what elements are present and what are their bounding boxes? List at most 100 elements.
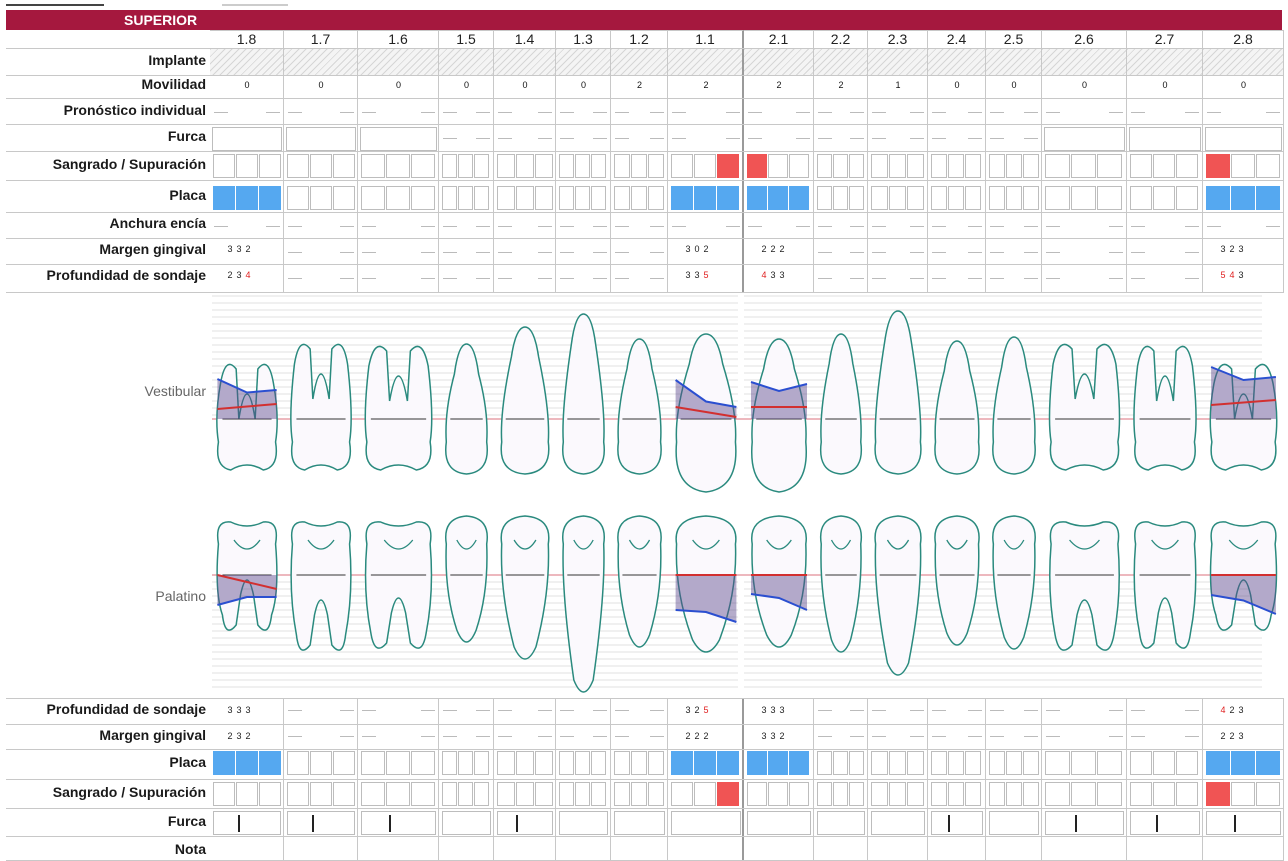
- placa-box[interactable]: [474, 751, 489, 775]
- sangrado-box[interactable]: [310, 782, 332, 806]
- sangrado-box[interactable]: [1231, 154, 1255, 178]
- implante-cell[interactable]: [928, 49, 986, 75]
- sangrado-box[interactable]: [768, 154, 788, 178]
- placa-box[interactable]: [1097, 186, 1122, 210]
- placa-box[interactable]: [694, 751, 716, 775]
- sangrado-box[interactable]: [575, 154, 590, 178]
- sangrado-box[interactable]: [889, 782, 906, 806]
- placa-box[interactable]: [648, 186, 664, 210]
- sangrado-box[interactable]: [1256, 154, 1280, 178]
- movilidad-value[interactable]: 0: [1011, 80, 1017, 90]
- sangrado-box[interactable]: [614, 154, 630, 178]
- sangrado-box[interactable]: [889, 154, 906, 178]
- placa-box[interactable]: [1071, 751, 1096, 775]
- sangrado-box[interactable]: [411, 154, 435, 178]
- sangrado-box[interactable]: [361, 154, 385, 178]
- sangrado-box[interactable]: [931, 154, 947, 178]
- movilidad-value[interactable]: 0: [1081, 80, 1087, 90]
- tooth-number-2.3[interactable]: 2.3: [868, 30, 928, 48]
- furca-top-box[interactable]: [286, 127, 356, 151]
- placa-box[interactable]: [442, 186, 457, 210]
- sangrado-box[interactable]: [871, 154, 888, 178]
- placa-box[interactable]: [497, 751, 515, 775]
- sangrado-box[interactable]: [535, 782, 553, 806]
- sangrado-box[interactable]: [333, 782, 355, 806]
- implante-cell[interactable]: [1127, 49, 1203, 75]
- implante-cell[interactable]: [611, 49, 668, 75]
- placa-box[interactable]: [817, 751, 832, 775]
- tooth-number-1.1[interactable]: 1.1: [668, 30, 744, 48]
- placa-box[interactable]: [965, 186, 981, 210]
- sangrado-box[interactable]: [948, 782, 964, 806]
- placa-box[interactable]: [871, 751, 888, 775]
- placa-box[interactable]: [411, 751, 435, 775]
- furca-top-box[interactable]: [1205, 127, 1282, 151]
- placa-box[interactable]: [717, 186, 739, 210]
- implante-cell[interactable]: [744, 49, 814, 75]
- sangrado-box[interactable]: [458, 782, 473, 806]
- placa-box[interactable]: [535, 186, 553, 210]
- placa-box[interactable]: [1023, 751, 1039, 775]
- furca-bottom-box[interactable]: [442, 811, 491, 835]
- tooth-number-2.5[interactable]: 2.5: [986, 30, 1042, 48]
- sangrado-box[interactable]: [671, 782, 693, 806]
- placa-box[interactable]: [614, 751, 630, 775]
- placa-box[interactable]: [1006, 751, 1022, 775]
- placa-box[interactable]: [1231, 751, 1255, 775]
- sangrado-box[interactable]: [817, 782, 832, 806]
- placa-box[interactable]: [575, 751, 590, 775]
- sangrado-box[interactable]: [907, 782, 924, 806]
- sangrado-box[interactable]: [1023, 154, 1039, 178]
- movilidad-value[interactable]: 1: [895, 80, 901, 90]
- sangrado-box[interactable]: [717, 782, 739, 806]
- sangrado-box[interactable]: [333, 154, 355, 178]
- implante-cell[interactable]: [358, 49, 439, 75]
- sangrado-box[interactable]: [474, 154, 489, 178]
- sangrado-box[interactable]: [747, 154, 767, 178]
- placa-box[interactable]: [833, 186, 848, 210]
- sangrado-box[interactable]: [989, 782, 1005, 806]
- sangrado-box[interactable]: [833, 782, 848, 806]
- placa-box[interactable]: [1176, 751, 1198, 775]
- placa-box[interactable]: [236, 751, 258, 775]
- sangrado-box[interactable]: [361, 782, 385, 806]
- placa-box[interactable]: [1006, 186, 1022, 210]
- placa-box[interactable]: [694, 186, 716, 210]
- implante-cell[interactable]: [814, 49, 868, 75]
- sangrado-box[interactable]: [1176, 782, 1198, 806]
- placa-box[interactable]: [361, 751, 385, 775]
- movilidad-value[interactable]: 0: [244, 80, 250, 90]
- placa-box[interactable]: [965, 751, 981, 775]
- tooth-number-1.6[interactable]: 1.6: [358, 30, 439, 48]
- sangrado-box[interactable]: [989, 154, 1005, 178]
- sangrado-box[interactable]: [236, 782, 258, 806]
- sangrado-box[interactable]: [1153, 154, 1175, 178]
- placa-box[interactable]: [817, 186, 832, 210]
- furca-bottom-box[interactable]: [871, 811, 925, 835]
- placa-box[interactable]: [1097, 751, 1122, 775]
- tooth-number-2.4[interactable]: 2.4: [928, 30, 986, 48]
- movilidad-value[interactable]: 0: [318, 80, 324, 90]
- movilidad-value[interactable]: 2: [703, 80, 709, 90]
- placa-box[interactable]: [474, 186, 489, 210]
- placa-box[interactable]: [458, 186, 473, 210]
- sangrado-box[interactable]: [1023, 782, 1039, 806]
- sangrado-box[interactable]: [965, 154, 981, 178]
- placa-box[interactable]: [1256, 751, 1280, 775]
- sangrado-box[interactable]: [931, 782, 947, 806]
- movilidad-value[interactable]: 0: [954, 80, 960, 90]
- placa-box[interactable]: [631, 751, 647, 775]
- sangrado-box[interactable]: [789, 154, 809, 178]
- sangrado-box[interactable]: [1097, 154, 1122, 178]
- movilidad-value[interactable]: 0: [395, 80, 401, 90]
- placa-box[interactable]: [989, 751, 1005, 775]
- placa-box[interactable]: [789, 751, 809, 775]
- placa-box[interactable]: [871, 186, 888, 210]
